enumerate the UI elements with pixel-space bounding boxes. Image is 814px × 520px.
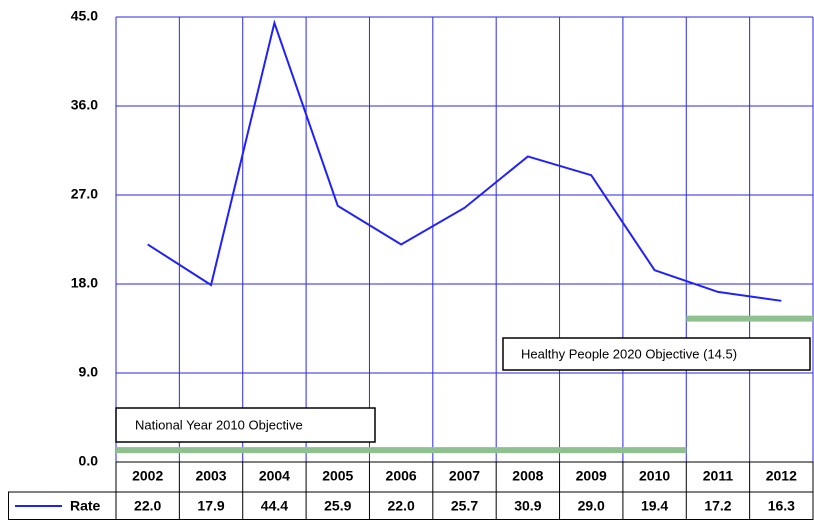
x-tick-label: 2012 <box>766 468 797 484</box>
y-tick-label: 27.0 <box>71 186 98 202</box>
annotation-box <box>115 407 376 443</box>
x-tick-label: 2005 <box>322 468 353 484</box>
x-tick-label: 2009 <box>576 468 607 484</box>
x-tick-label: 2007 <box>449 468 480 484</box>
y-tick-label: 45.0 <box>71 8 98 24</box>
y-tick-label: 36.0 <box>71 97 98 113</box>
data-table-value: 19.4 <box>641 498 668 514</box>
x-tick-label: 2010 <box>639 468 670 484</box>
x-tick-label: 2008 <box>512 468 543 484</box>
data-table-value: 25.9 <box>324 498 351 514</box>
x-tick-label: 2011 <box>703 468 734 484</box>
data-line <box>147 19 782 302</box>
annotation-box <box>502 337 811 371</box>
annotation-text: National Year 2010 Objective <box>135 417 303 432</box>
y-tick-label: 0.0 <box>79 453 99 469</box>
y-tick-label: 18.0 <box>71 275 98 291</box>
data-table-value: 30.9 <box>514 498 541 514</box>
data-table-value: 22.0 <box>134 498 161 514</box>
data-table-value: 44.4 <box>261 498 288 514</box>
x-tick-label: 2002 <box>132 468 163 484</box>
data-table-value: 16.3 <box>768 498 795 514</box>
legend-label: Rate <box>70 498 101 514</box>
annotation-text: Healthy People 2020 Objective (14.5) <box>521 346 737 361</box>
data-table-value: 29.0 <box>578 498 605 514</box>
y-tick-label: 9.0 <box>79 364 99 380</box>
x-tick-label: 2004 <box>259 468 290 484</box>
x-tick-label: 2006 <box>386 468 417 484</box>
data-table-value: 25.7 <box>451 498 478 514</box>
x-tick-label: 2003 <box>195 468 226 484</box>
data-table-value: 22.0 <box>388 498 415 514</box>
data-table-value: 17.9 <box>197 498 224 514</box>
data-table-value: 17.2 <box>704 498 731 514</box>
